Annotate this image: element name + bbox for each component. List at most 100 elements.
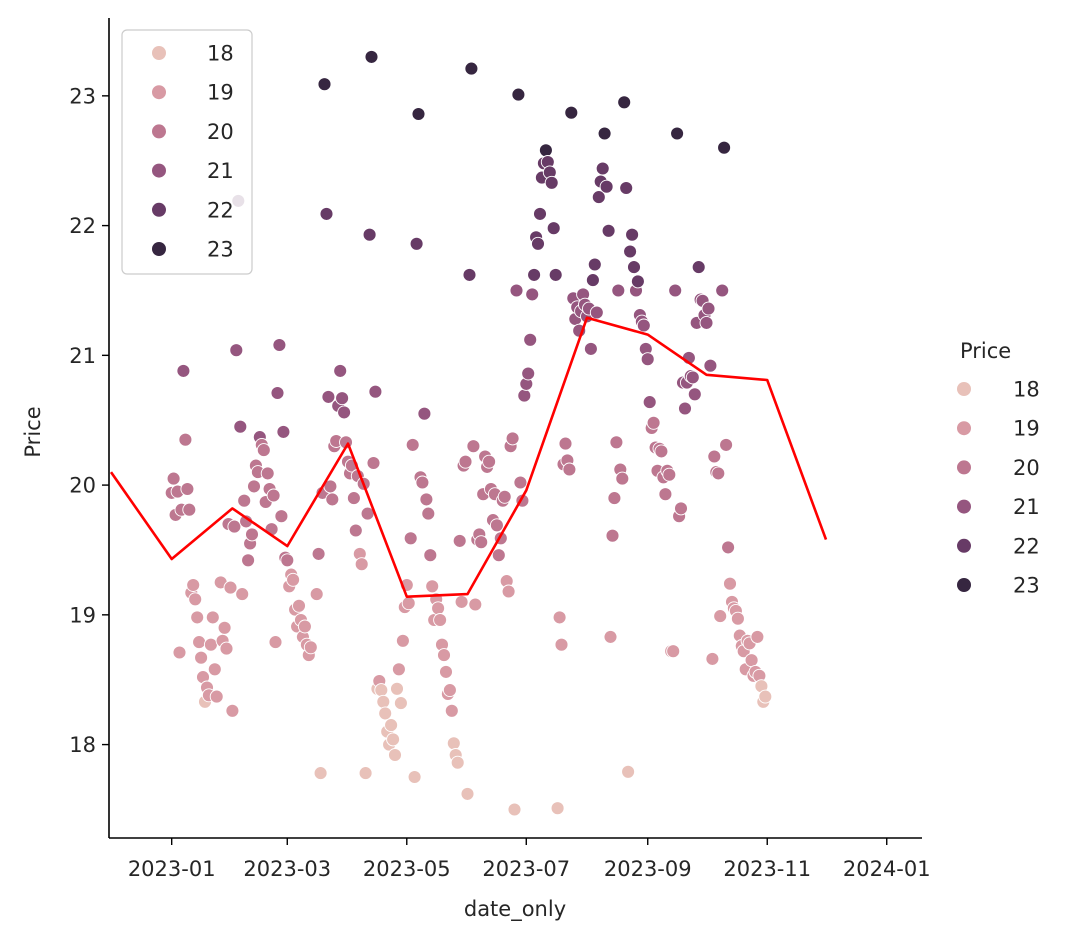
scatter-point: [466, 439, 481, 454]
scatter-point: [223, 580, 238, 595]
scatter-point: [384, 718, 399, 733]
scatter-point: [454, 594, 469, 609]
scatter-point: [378, 706, 393, 721]
scatter-point: [192, 635, 207, 650]
scatter-point: [678, 401, 692, 416]
scatter-point: [346, 491, 361, 506]
scatter-point: [313, 766, 328, 781]
scatter-point: [203, 637, 218, 652]
scatter-point: [611, 283, 626, 298]
scatter-point: [444, 703, 459, 718]
scatter-point: [601, 223, 616, 238]
scatter-point: [552, 610, 567, 625]
scatter-point: [364, 49, 379, 64]
x-tick-label: 2023-05: [363, 857, 451, 881]
scatter-point: [401, 596, 416, 611]
scatter-point: [609, 435, 624, 450]
scatter-point: [654, 444, 669, 459]
scatter-point: [713, 609, 728, 624]
scatter-point: [585, 273, 600, 288]
scatter-point: [703, 358, 718, 373]
mean-line-layer: [109, 316, 828, 599]
scatter-point: [256, 443, 271, 458]
scatter-point: [640, 352, 655, 367]
scatter-point: [511, 87, 526, 102]
scatter-point: [348, 523, 363, 538]
scatter-point: [405, 437, 420, 452]
legend-outside-title: Price: [960, 339, 1011, 363]
scatter-point: [705, 651, 720, 666]
scatter-point: [417, 406, 432, 421]
scatter-point: [393, 696, 408, 711]
legend-inside-marker: [152, 242, 166, 256]
x-tick-label: 2024-01: [843, 857, 931, 881]
scatter-point: [544, 175, 559, 190]
scatter-point: [462, 267, 477, 282]
scatter-point: [354, 557, 369, 572]
scatter-point: [458, 454, 473, 469]
x-tick-label: 2023-03: [243, 857, 331, 881]
x-axis-title: date_only: [464, 897, 566, 922]
legend-inside-marker: [152, 85, 166, 100]
scatter-point: [699, 315, 714, 330]
scatter-point: [501, 584, 516, 599]
scatter-point: [319, 206, 334, 221]
legend-inside-label: 18: [207, 42, 234, 66]
scatter-point: [437, 648, 451, 663]
mean-price-line: [109, 316, 828, 599]
scatter-point: [591, 190, 606, 205]
scatter-point: [599, 179, 614, 194]
scatter-point: [546, 221, 561, 236]
scatter-point: [362, 227, 377, 242]
scatter-point: [317, 77, 332, 92]
legend-outside-marker: [957, 499, 971, 514]
scatter-point: [750, 629, 765, 644]
scatter-point: [521, 366, 536, 381]
legend-inside: 18 19 20 21 22 23: [121, 29, 253, 275]
scatter-point: [176, 363, 191, 378]
legend-inside-marker: [152, 46, 166, 60]
scatter-point: [245, 527, 259, 542]
scatter-point: [642, 395, 657, 410]
scatter-point: [386, 732, 401, 747]
scatter-point: [403, 531, 418, 546]
scatter-point: [207, 662, 222, 677]
scatter-point: [564, 105, 579, 120]
legend-outside-label: 20: [1013, 456, 1040, 480]
scatter-point: [237, 493, 252, 508]
scatter-point: [439, 664, 453, 679]
scatter-point: [715, 283, 730, 298]
scatter-point: [701, 301, 716, 316]
scatter-point: [368, 384, 383, 399]
scatter-point: [219, 641, 234, 656]
scatter-point: [460, 786, 475, 801]
scatter-point: [474, 535, 489, 550]
scatter-point: [527, 267, 542, 282]
scatter-point: [333, 363, 348, 378]
scatter-point: [723, 576, 737, 591]
scatter-point: [550, 801, 565, 816]
legend-inside-label: 22: [207, 198, 234, 222]
y-tick-label: 23: [69, 84, 96, 108]
scatter-point: [395, 633, 410, 648]
scatter-point: [623, 244, 638, 259]
scatter-point: [172, 645, 187, 660]
scatter-point: [260, 466, 275, 481]
x-tick-label: 2023-09: [604, 857, 692, 881]
scatter-point: [309, 587, 324, 602]
scatter-point: [358, 766, 373, 781]
scatter-point: [744, 653, 759, 668]
scatter-point: [707, 449, 722, 464]
scatter-point: [276, 424, 291, 439]
scatter-point: [525, 287, 540, 302]
scatter-point: [607, 491, 622, 506]
scatter-point: [558, 436, 573, 451]
scatter-point: [721, 540, 736, 555]
legend-inside-label: 23: [207, 238, 234, 262]
legend-inside-label: 21: [207, 159, 234, 183]
scatter-point: [225, 703, 240, 718]
scatter-point: [366, 456, 381, 470]
scatter-point: [619, 181, 634, 195]
scatter-point: [247, 479, 261, 494]
scatter-point: [587, 257, 602, 272]
